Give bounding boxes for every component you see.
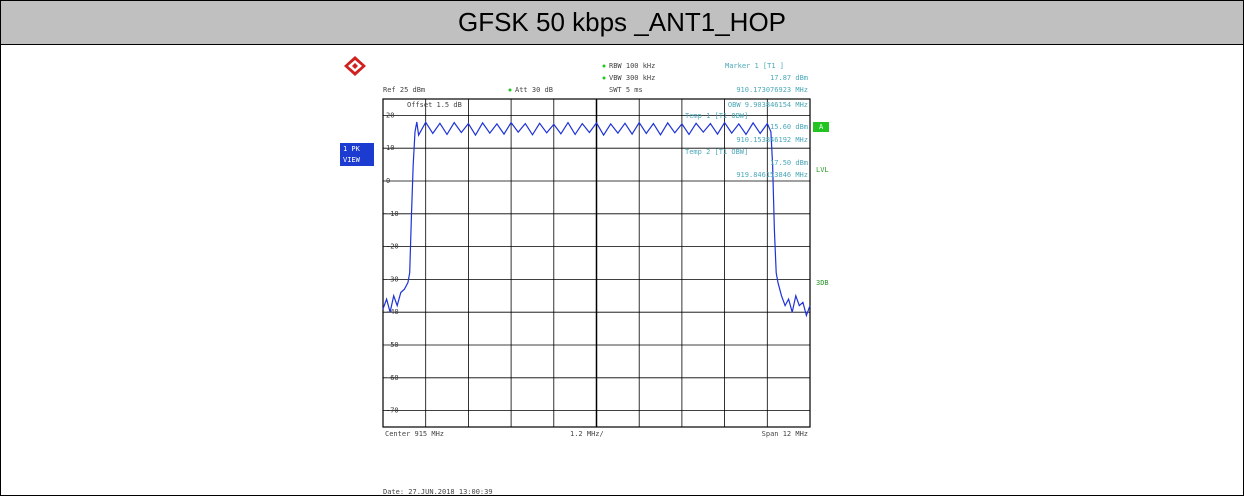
annotation: SWT 5 ms — [609, 86, 643, 94]
annotation: 910.153846192 MHz — [736, 136, 808, 144]
y-tick-label: -60 — [386, 374, 399, 382]
annotation: VBW 300 kHz — [609, 74, 655, 82]
annotation: Center 915 MHz — [385, 430, 444, 438]
annotation: 17.87 dBm — [770, 74, 808, 82]
chart-title: GFSK 50 kbps _ANT1_HOP — [458, 7, 786, 37]
annotation: Marker 1 [T1 ] — [725, 62, 784, 70]
title-bar — [0, 0, 1244, 45]
annotation: Span 12 MHz — [762, 430, 808, 438]
y-tick-label: -70 — [386, 407, 399, 415]
y-tick-label: 20 — [386, 111, 394, 119]
annotation: RBW 100 kHz — [609, 62, 655, 70]
annotation: VIEW — [343, 156, 361, 164]
indicator-dot — [508, 88, 512, 92]
annotation: 1 PK — [343, 145, 361, 153]
annotation: 17.50 dBm — [770, 159, 808, 167]
annotation: 919.846153846 MHz — [736, 171, 808, 179]
view-badge — [340, 143, 374, 166]
annotation: OBW 9.903846154 MHz — [728, 101, 808, 109]
y-tick-label: -50 — [386, 341, 399, 349]
logo — [344, 56, 366, 76]
annotation: Temp 2 [T1 OBW] — [685, 148, 748, 156]
trace — [382, 121, 811, 318]
indicator-dot — [602, 64, 606, 68]
y-tick-label: 0 — [386, 177, 390, 185]
annotation: A — [819, 123, 824, 131]
annotation: 15.60 dBm — [770, 123, 808, 131]
annotation: LVL — [816, 166, 829, 174]
y-tick-label: -30 — [386, 275, 399, 283]
y-tick-label: -20 — [386, 243, 399, 251]
annotation: Temp 1 [T1 OBW] — [685, 112, 748, 120]
y-tick-label: 10 — [386, 144, 394, 152]
annotation: 1.2 MHz/ — [570, 430, 604, 438]
annotation: 3DB — [816, 279, 829, 287]
annotation: 910.173076923 MHz — [736, 86, 808, 94]
trace-badge — [813, 122, 829, 132]
annotation: Ref 25 dBm — [383, 86, 425, 94]
indicator-dot — [602, 76, 606, 80]
annotation: Att 30 dB — [515, 86, 553, 94]
annotation: Offset 1.5 dB — [407, 101, 462, 109]
y-tick-label: -40 — [386, 308, 399, 316]
annotation: Date: 27.JUN.2018 13:00:39 — [383, 488, 493, 496]
y-tick-label: -10 — [386, 210, 399, 218]
